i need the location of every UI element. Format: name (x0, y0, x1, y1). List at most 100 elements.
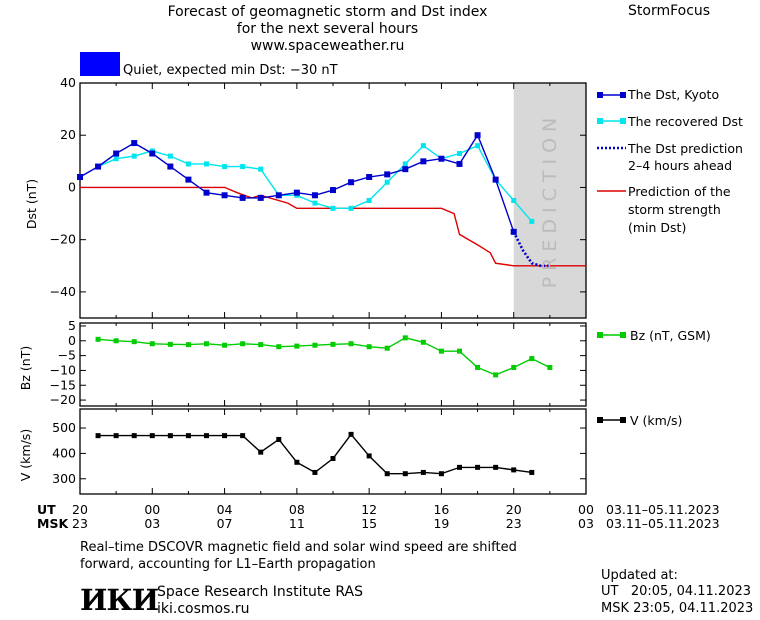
dst-recovered-point (240, 164, 246, 170)
bz-panel: 50−5−10−15−20 (50, 318, 587, 407)
dst-axis-label: Dst (nT) (24, 179, 39, 229)
bz-point (258, 342, 264, 348)
legend-storm-strength: Prediction of the storm strength (min Ds… (597, 184, 731, 235)
dst-kyoto-point (167, 163, 174, 170)
y-tick-label: −20 (50, 392, 76, 407)
bz-point (240, 341, 246, 347)
speed-point (222, 433, 228, 439)
dst-kyoto-point (474, 132, 481, 139)
dst-kyoto-point (275, 192, 282, 199)
dst-recovered-point (312, 200, 318, 206)
y-tick-label: 500 (52, 420, 76, 435)
ut-tick-label: 20 (72, 502, 88, 517)
y-tick-label: −40 (50, 284, 76, 299)
dst-recovered-point (384, 179, 390, 185)
prediction-zone (513, 83, 586, 318)
msk-tick-label: 15 (361, 516, 377, 531)
updated-label: Updated at: (601, 568, 678, 583)
bz-point (511, 364, 517, 370)
dst-kyoto-point (420, 158, 427, 165)
speed-point (113, 433, 119, 439)
dst-recovered-point (511, 198, 517, 203)
date-range-ut: 03.11–05.11.2023 (606, 502, 720, 517)
updated-msk: MSK 23:05, 04.11.2023 (601, 601, 754, 616)
dst-kyoto-point (149, 150, 156, 157)
status-text: Quiet, expected min Dst: −30 nT (123, 63, 338, 78)
time-axis: 20 00 04 08 12 16 20 00 23 03 07 11 15 19 23 03 (72, 502, 594, 531)
speed-point (294, 459, 300, 465)
brand-name: StormFocus (628, 3, 711, 19)
bz-point (475, 364, 481, 370)
dst-prediction-line (512, 231, 550, 268)
ut-tick-label: 16 (433, 502, 449, 517)
bz-point (312, 342, 318, 348)
dst-recovered-point (348, 205, 354, 211)
legend-bz-label: Bz (nT, GSM) (630, 328, 711, 343)
panel-frame (79, 82, 587, 319)
dst-recovered-point (204, 161, 209, 167)
legend-dst-kyoto-label: The Dst, Kyoto (627, 87, 719, 102)
dst-kyoto-line (79, 133, 515, 233)
speed-point (402, 471, 408, 477)
ut-tick-label: 04 (217, 502, 233, 517)
chart-title-line1: Forecast of geomagnetic storm and Dst in… (167, 4, 488, 20)
speed-point (511, 467, 517, 473)
ut-tick-label: 00 (578, 502, 594, 517)
dst-kyoto-point (239, 194, 246, 201)
dst-recovered-point (222, 164, 228, 170)
bz-point (131, 339, 137, 345)
bz-point (222, 342, 228, 348)
chart-title-line2: for the next several hours (236, 21, 419, 37)
ut-tick-label: 00 (144, 502, 160, 517)
bz-point (348, 341, 354, 347)
bz-point (420, 339, 426, 345)
dst-recovered-point (366, 198, 372, 203)
dst-recovered-point (529, 218, 535, 224)
dst-kyoto-point (113, 150, 120, 157)
bz-point (113, 338, 119, 344)
msk-tick-label: 03 (144, 516, 160, 531)
legend-storm-label-1: Prediction of the (628, 184, 731, 199)
bz-point (276, 344, 282, 350)
msk-tick-label: 07 (217, 516, 233, 531)
dst-kyoto-point (366, 174, 373, 180)
speed-point (348, 431, 354, 437)
speed-point (185, 433, 191, 439)
updated-ut: UT 20:05, 04.11.2023 (601, 584, 752, 599)
dst-recovered-point (258, 166, 264, 172)
v-panel: 500 400 300 (52, 408, 587, 495)
speed-point (149, 433, 155, 439)
dst-kyoto-point (203, 189, 210, 196)
speed-point (457, 464, 462, 470)
institute-site-link[interactable]: iki.cosmos.ru (157, 601, 250, 617)
bz-point (402, 335, 408, 341)
dst-recovered-point (402, 161, 408, 167)
msk-tick-label: 19 (433, 516, 449, 531)
y-tick-label: 300 (52, 471, 76, 486)
speed-point (330, 455, 336, 461)
bz-point (204, 341, 209, 347)
y-tick-label: −15 (50, 377, 76, 392)
dst-kyoto-point (438, 155, 445, 162)
panel-frame (79, 322, 587, 407)
y-tick-label: 0 (68, 179, 76, 194)
institute-name: Space Research Institute RAS (157, 584, 363, 600)
bz-point (185, 342, 191, 348)
msk-label: MSK (37, 516, 69, 531)
dst-kyoto-point (77, 174, 83, 180)
dst-panel: 40 20 0 −20 −40 (50, 75, 587, 319)
dst-kyoto-point (384, 171, 391, 178)
y-tick-label: 5 (68, 318, 76, 333)
speed-point (95, 433, 101, 439)
speed-point (475, 464, 481, 470)
dst-kyoto-point (293, 189, 300, 196)
legend-storm-label-2: storm strength (628, 202, 721, 217)
dst-kyoto-point (492, 176, 499, 183)
dst-kyoto-point (221, 192, 228, 199)
date-range-msk: 03.11–05.11.2023 (606, 516, 720, 531)
chart-title-link[interactable]: www.spaceweather.ru (250, 38, 405, 54)
dst-recovered-point (420, 143, 426, 149)
dst-kyoto-point (95, 163, 102, 170)
dst-recovered-point (475, 143, 481, 149)
